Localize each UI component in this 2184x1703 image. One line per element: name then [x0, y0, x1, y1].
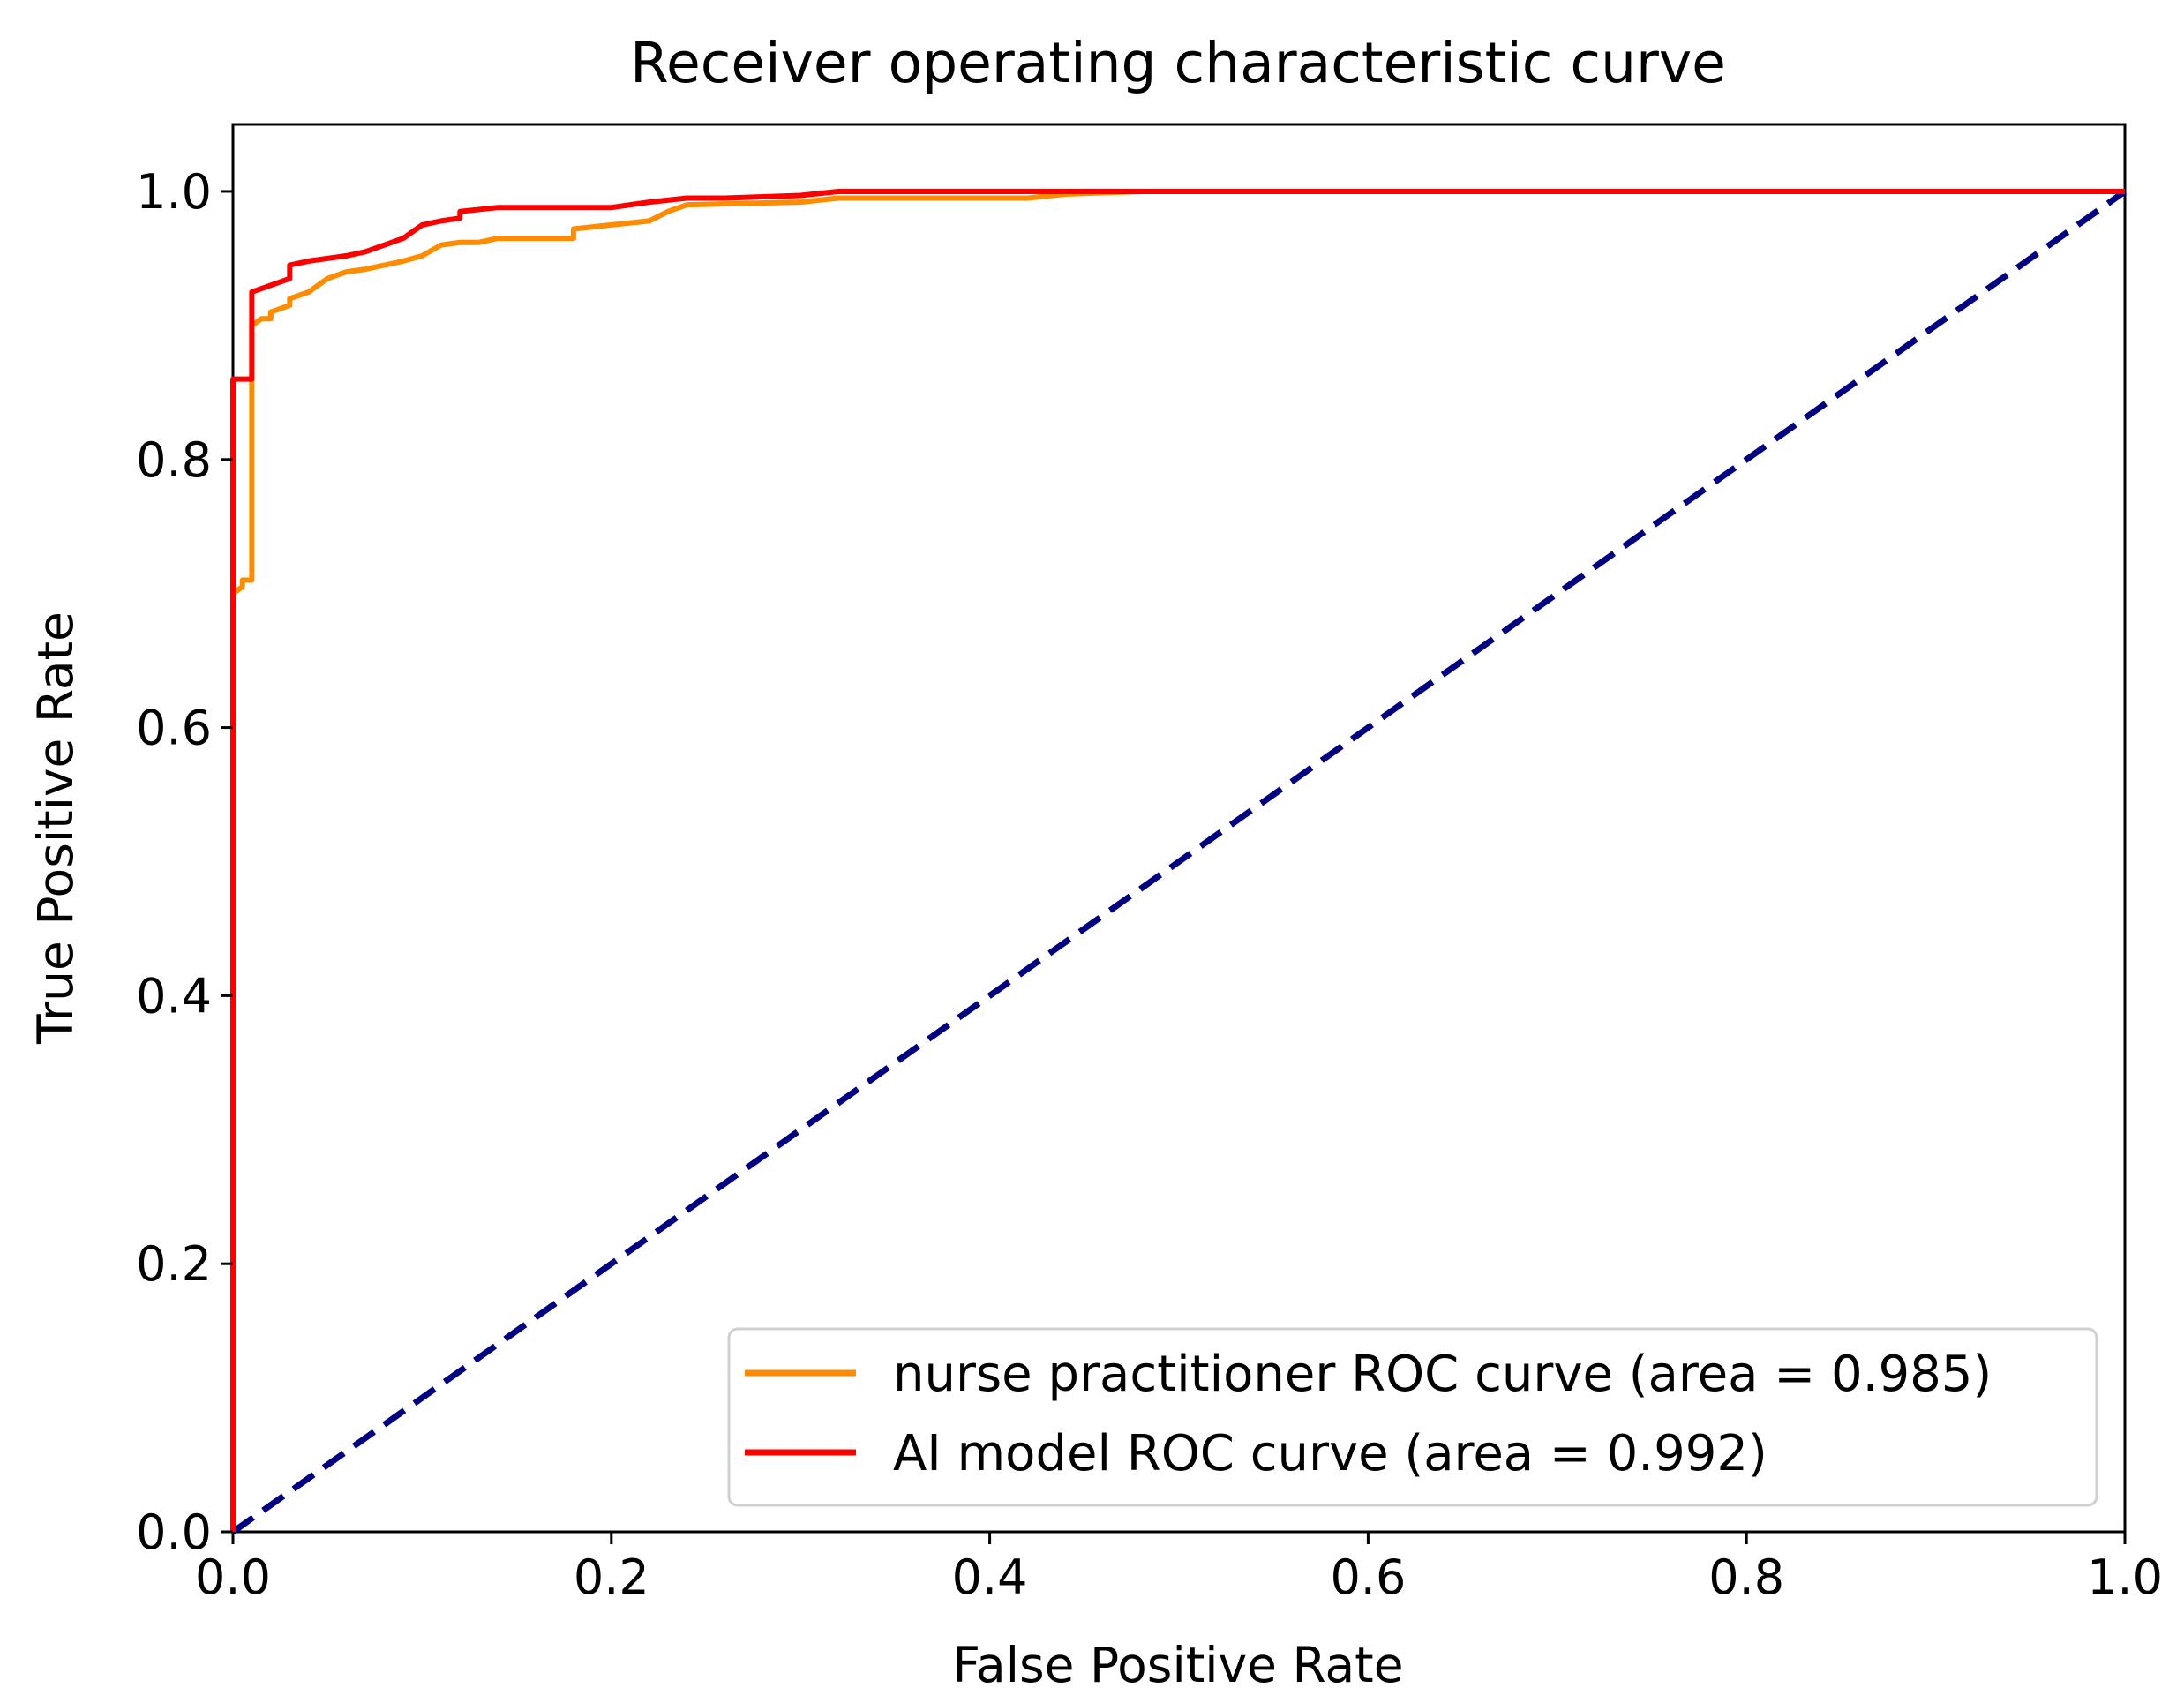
legend-items: nurse practitioner ROC curve (area = 0.9… [745, 1346, 1992, 1482]
legend: nurse practitioner ROC curve (area = 0.9… [727, 1327, 2098, 1507]
x-axis-ticks: 0.0 0.2 0.4 0.6 0.8 1.0 [195, 1532, 2163, 1605]
y-axis-label: True Positive Rate [27, 611, 84, 1045]
y-tick-label: 0.8 [136, 432, 212, 488]
y-tick-label: 1.0 [136, 164, 212, 220]
x-axis-label: False Positive Rate [952, 1637, 1403, 1693]
x-tick-label: 0.6 [1330, 1549, 1406, 1605]
legend-box [727, 1327, 2098, 1507]
y-tick-label: 0.4 [136, 968, 212, 1024]
x-tick-label: 1.0 [2087, 1549, 2163, 1605]
y-tick-label: 0.0 [136, 1504, 212, 1560]
nurse-practitioner-roc-line [230, 189, 2125, 1532]
x-tick-label: 0.0 [195, 1549, 271, 1605]
series-layer [230, 189, 2128, 1534]
x-tick-label: 0.8 [1708, 1549, 1784, 1605]
y-tick-label: 0.2 [136, 1236, 212, 1292]
x-tick-label: 0.4 [952, 1549, 1028, 1605]
chart-title: Receiver operating characteristic curve [630, 31, 1726, 95]
legend-label: AI model ROC curve (area = 0.992) [893, 1425, 1767, 1482]
plot-area [230, 123, 2128, 1534]
y-axis-ticks: 0.0 0.2 0.4 0.6 0.8 1.0 [136, 164, 233, 1560]
legend-label: nurse practitioner ROC curve (area = 0.9… [893, 1346, 1992, 1403]
ai-model-roc-line [230, 189, 2125, 1532]
y-tick-label: 0.6 [136, 701, 212, 756]
axes-frame [231, 123, 2127, 1534]
x-tick-label: 0.2 [574, 1549, 649, 1605]
chance-diagonal-line [230, 189, 2128, 1534]
